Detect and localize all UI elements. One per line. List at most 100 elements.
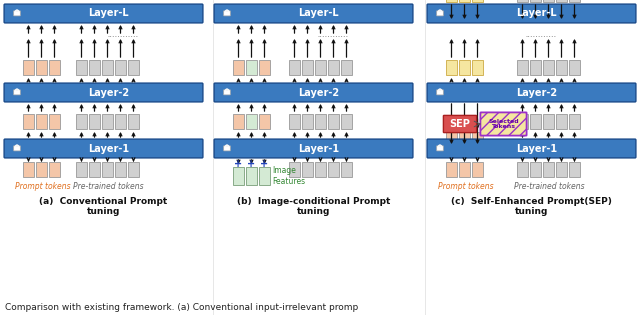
FancyBboxPatch shape [13,146,20,151]
Bar [472,60,483,75]
Text: +: + [248,159,255,169]
Bar [23,114,34,129]
Bar [472,132,483,147]
Bar [289,114,300,129]
Text: Layer-1: Layer-1 [88,144,129,153]
Text: ............: ............ [108,30,140,39]
Bar [543,162,554,177]
Bar [302,114,313,129]
Text: Comparison with existing framework. (a) Conventional input-irrelevant promp: Comparison with existing framework. (a) … [5,303,358,312]
Bar [36,162,47,177]
Bar [543,0,554,2]
Bar [517,0,528,2]
FancyBboxPatch shape [4,4,203,23]
Bar [459,60,470,75]
Bar [89,60,100,75]
Bar [556,162,567,177]
Bar [446,162,457,177]
Text: (c)  Self-Enhanced Prompt(SEP)
tuning: (c) Self-Enhanced Prompt(SEP) tuning [451,197,612,216]
Bar [446,60,457,75]
Text: Prompt tokens: Prompt tokens [15,182,70,191]
Bar [23,60,34,75]
Bar [76,162,87,177]
Text: Pre-trained tokens: Pre-trained tokens [514,182,585,191]
FancyBboxPatch shape [224,11,230,16]
FancyBboxPatch shape [4,139,203,158]
Bar [517,162,528,177]
Bar [472,0,483,2]
Bar [556,0,567,2]
FancyBboxPatch shape [427,83,636,102]
Bar [233,60,244,75]
Bar [233,167,244,185]
Text: (b)  Image-conditional Prompt
tuning: (b) Image-conditional Prompt tuning [237,197,390,216]
Bar [246,114,257,129]
FancyBboxPatch shape [224,146,230,151]
Bar [259,167,270,185]
Bar [543,114,554,129]
FancyBboxPatch shape [224,90,230,95]
Bar [459,132,470,147]
Bar [89,114,100,129]
FancyBboxPatch shape [427,4,636,23]
Bar [569,114,580,129]
Bar [446,0,457,2]
Bar [517,60,528,75]
Bar [289,60,300,75]
Text: +: + [234,159,243,169]
Bar [259,114,270,129]
Text: Selected
Tokens: Selected Tokens [488,119,519,129]
Bar [315,162,326,177]
Bar [459,162,470,177]
Bar [246,167,257,185]
Bar [49,162,60,177]
Bar [556,60,567,75]
Text: Layer-L: Layer-L [516,9,557,19]
Bar [569,162,580,177]
FancyBboxPatch shape [4,83,203,102]
Bar [446,132,457,147]
FancyBboxPatch shape [214,139,413,158]
Bar [517,114,528,129]
FancyBboxPatch shape [427,139,636,158]
Bar [128,162,139,177]
Bar [315,114,326,129]
Text: +: + [260,159,269,169]
Bar [89,162,100,177]
Bar [246,60,257,75]
Text: ............: ............ [317,30,349,39]
Bar [233,114,244,129]
Bar [76,114,87,129]
Bar [49,60,60,75]
Bar [315,60,326,75]
Bar [76,60,87,75]
Text: Layer-2: Layer-2 [516,88,557,98]
Bar [530,162,541,177]
Bar [341,60,352,75]
Text: Pre-trained tokens: Pre-trained tokens [73,182,144,191]
Bar [115,114,126,129]
Bar [115,60,126,75]
Text: (a)  Conventional Prompt
tuning: (a) Conventional Prompt tuning [40,197,168,216]
Bar [36,114,47,129]
Text: Layer-1: Layer-1 [516,144,557,153]
Bar [569,0,580,2]
Bar [328,162,339,177]
Bar [289,162,300,177]
Text: Layer-L: Layer-L [298,9,339,19]
Text: ............: ............ [525,30,557,39]
FancyBboxPatch shape [436,90,444,95]
Bar [302,162,313,177]
Bar [341,114,352,129]
Bar [328,114,339,129]
FancyBboxPatch shape [436,11,444,16]
Bar [259,60,270,75]
FancyBboxPatch shape [444,115,477,133]
Bar [128,60,139,75]
Text: Prompt tokens: Prompt tokens [438,182,493,191]
Text: SEP: SEP [449,119,470,129]
Bar [102,162,113,177]
Bar [530,114,541,129]
Bar [49,114,60,129]
Bar [569,60,580,75]
